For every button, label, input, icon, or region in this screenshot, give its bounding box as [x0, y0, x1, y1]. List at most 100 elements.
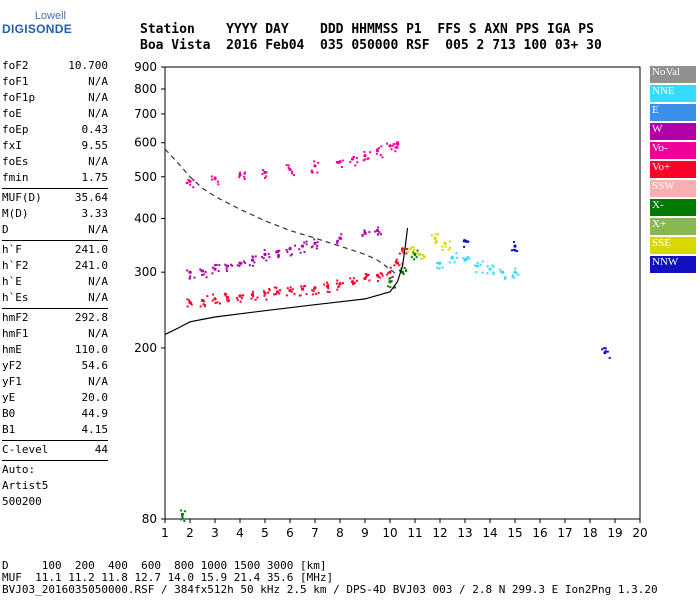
echo-dot [216, 301, 219, 304]
echo-dot [430, 234, 433, 237]
echo-dot [403, 266, 406, 269]
echo-dot [268, 288, 271, 291]
echo-dot [227, 300, 230, 303]
echo-dot [267, 253, 270, 256]
param-label: h`F2 [2, 259, 29, 272]
profile-curve [164, 227, 409, 335]
param-row: foF1p N/A [2, 90, 108, 106]
echo-dot [337, 160, 340, 163]
echo-dot [492, 271, 495, 274]
echo-dot [285, 164, 288, 167]
echo-dot [192, 186, 195, 189]
param-row: foF2 10.700 [2, 58, 108, 74]
param-label: foF1p [2, 91, 36, 104]
data-point [238, 294, 242, 298]
param-label: yE [2, 391, 16, 404]
echo-dot [311, 245, 314, 248]
logo-line2: DIGISONDE [2, 22, 73, 36]
echo-dot [205, 276, 208, 279]
echo-dot [517, 273, 520, 276]
echo-dot [455, 252, 458, 255]
data-point [263, 291, 267, 295]
echo-dot [251, 290, 254, 293]
echo-dot [395, 142, 398, 145]
echo-dot [340, 166, 343, 169]
echo-dot [262, 169, 265, 172]
echo-dot [412, 249, 415, 252]
header: Station YYYY DAY DDD HHMMSS P1 FFS S AXN… [140, 22, 602, 54]
logo: Lowell DIGISONDE [0, 10, 73, 42]
echo-dot [481, 260, 484, 263]
echo-dot [241, 294, 244, 297]
echo-dot [267, 291, 270, 294]
echo-dot [410, 256, 413, 259]
echo-dot [374, 230, 377, 233]
echo-dot [462, 240, 465, 243]
echo-dot [411, 246, 414, 249]
echo-dot [416, 249, 419, 252]
echo-dot [204, 304, 207, 307]
x-tick-label: 7 [311, 526, 319, 540]
echo-dot [214, 178, 217, 181]
echo-dot [513, 276, 516, 279]
data-point [213, 267, 217, 271]
y-tick-label: 80 [142, 512, 157, 526]
echo-dot [223, 292, 226, 295]
echo-dot [481, 271, 484, 274]
echo-dot [256, 296, 259, 299]
echo-dot [603, 347, 606, 350]
echo-dot [438, 262, 441, 265]
echo-dot [486, 272, 489, 275]
echo-dot [210, 178, 213, 181]
echo-dot [313, 160, 316, 163]
echo-dot [391, 275, 394, 278]
param-label: h`E [2, 275, 22, 288]
echo-dot [367, 273, 370, 276]
echo-dot [213, 264, 216, 267]
separator [2, 460, 108, 461]
echo-dot [335, 282, 338, 285]
echo-dot [262, 290, 265, 293]
echo-dot [292, 174, 295, 177]
param-row: foF1 N/A [2, 74, 108, 90]
echo-dot [366, 274, 369, 277]
param-label: C-level [2, 443, 49, 456]
x-tick-label: 5 [261, 526, 269, 540]
y-tick-label: 600 [134, 136, 157, 150]
param-value: 241.0 [74, 259, 108, 272]
echo-dot [180, 518, 183, 521]
echo-dot [601, 348, 604, 351]
echo-dot [510, 249, 513, 252]
ionogram-chart: 1 2 3 4 5 6 7 8 9 10 11 12 13 14 15 16 17 18 19 20802003004… [134, 60, 648, 540]
echo-dot [225, 265, 228, 268]
echo-dot [285, 294, 288, 297]
echo-dot [463, 245, 466, 248]
echo-dot [339, 237, 342, 240]
separator [2, 440, 108, 441]
param-label: foF1 [2, 75, 29, 88]
param-value: N/A [88, 75, 108, 88]
echo-dot [412, 246, 415, 249]
echo-dot [434, 241, 437, 244]
echo-dot [225, 269, 228, 272]
param-row: yF1 N/A [2, 374, 108, 390]
param-value: 54.6 [81, 359, 109, 372]
echo-dot [316, 244, 319, 247]
echo-dot [376, 148, 379, 151]
param-value: 241.0 [74, 243, 108, 256]
echo-dot [448, 240, 451, 243]
separator [2, 188, 108, 189]
param-label: B1 [2, 423, 16, 436]
param-value: 20.0 [81, 391, 109, 404]
data-point [350, 280, 355, 284]
echo-dot [395, 258, 398, 261]
echo-dot [265, 175, 268, 178]
echo-dot [275, 293, 278, 296]
echo-dot [441, 248, 444, 251]
param-row: M(D) 3.33 [2, 206, 108, 222]
echo-dot [265, 171, 268, 174]
echo-dot [376, 233, 379, 236]
echo-dot [305, 243, 308, 246]
echo-dot [244, 171, 247, 174]
echo-dot [200, 269, 203, 272]
